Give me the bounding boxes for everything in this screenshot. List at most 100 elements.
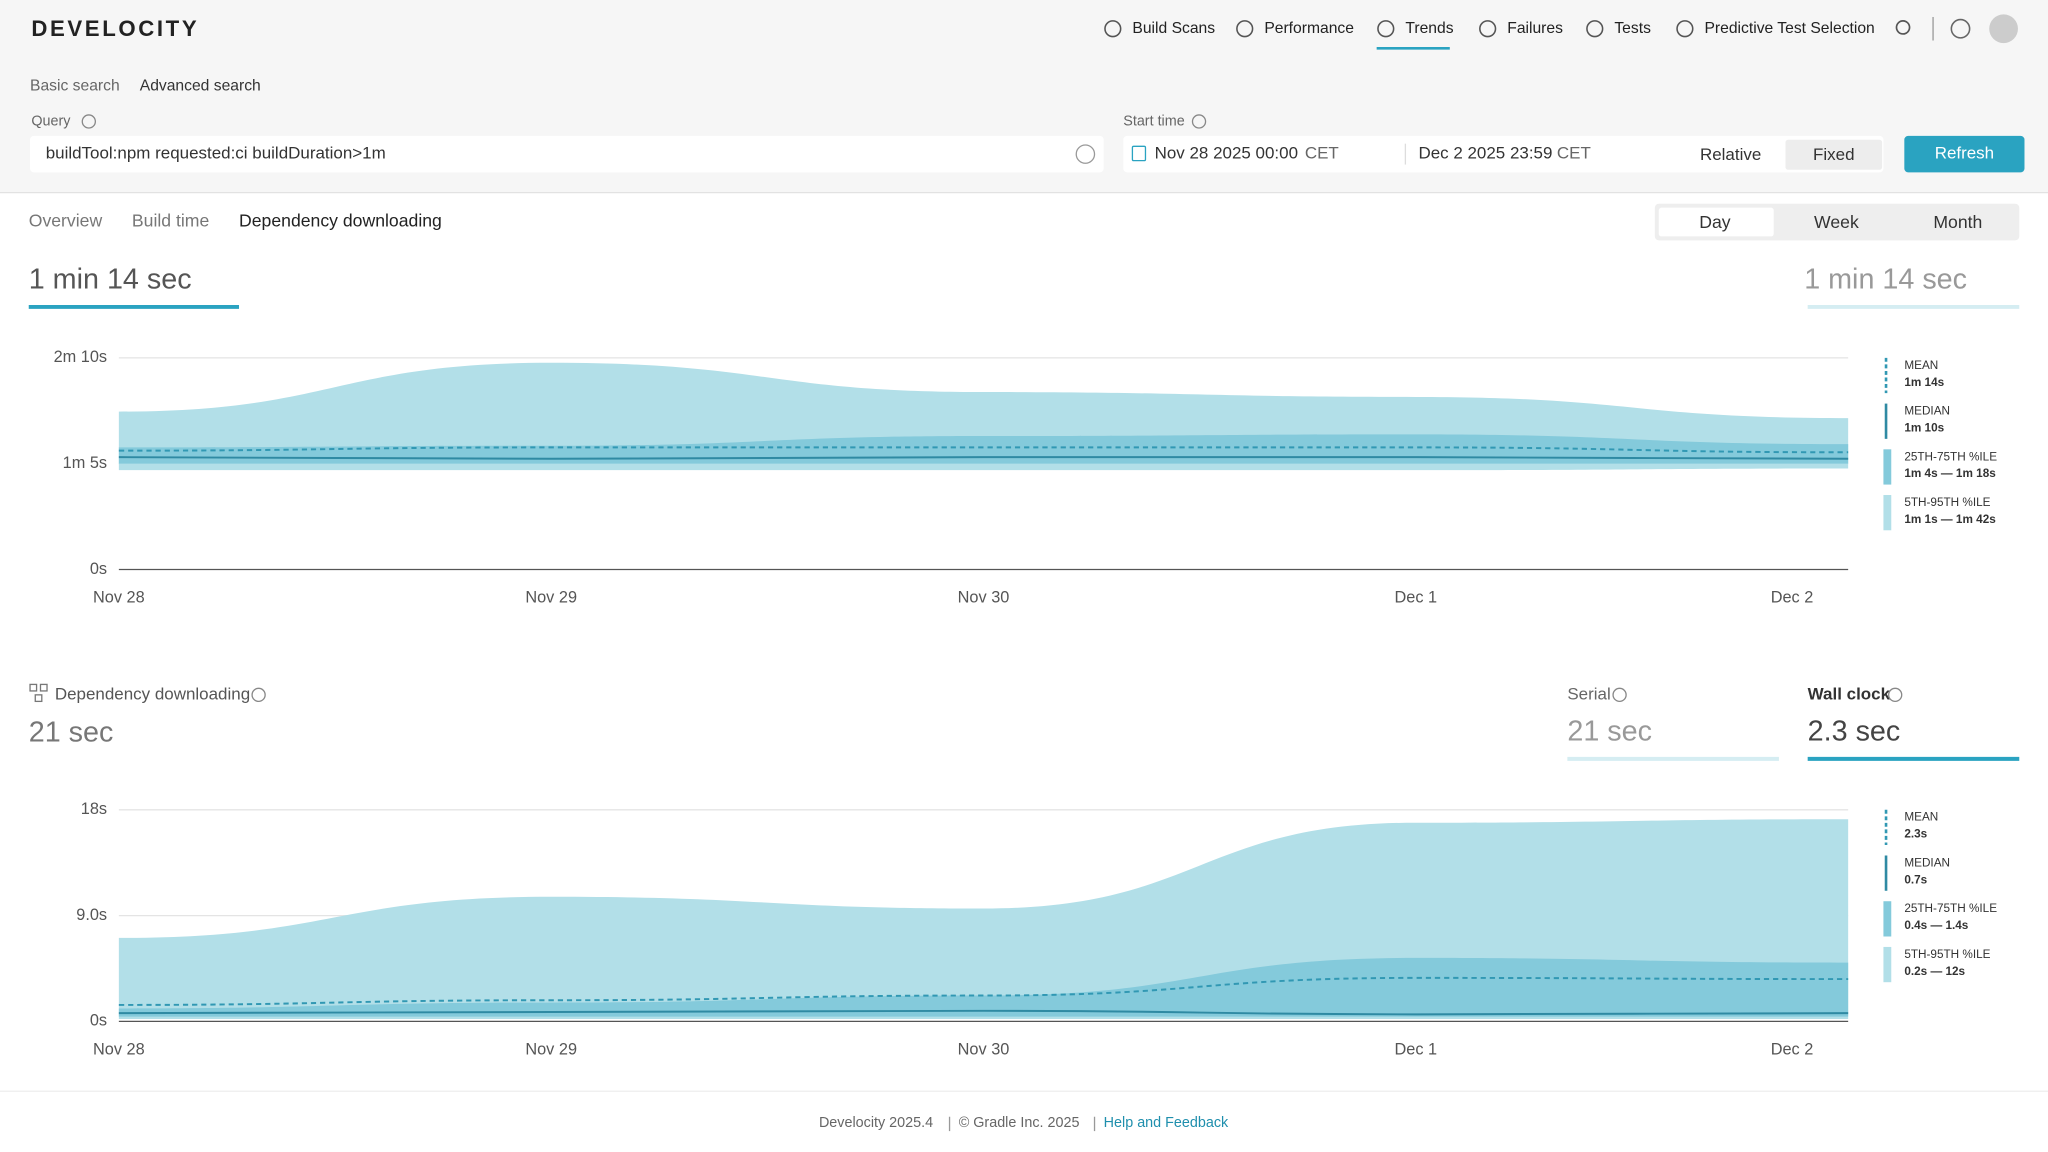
logo: DEVELOCITY	[31, 16, 199, 41]
start-tz: CET	[1305, 144, 1339, 163]
help-icon[interactable]	[1888, 687, 1903, 703]
start-date[interactable]: Nov 28 2025 00:00	[1155, 144, 1298, 163]
dependency-icon	[39, 683, 48, 692]
x-tick-label: Nov 29	[525, 1040, 577, 1058]
legend-name: 5TH-95TH %ILE	[1904, 948, 1990, 961]
y-tick-label: 9.0s	[76, 906, 107, 924]
legend-value: 0.2s — 12s	[1904, 965, 1965, 978]
x-tick-label: Nov 29	[525, 589, 577, 607]
legend-value: 1m 10s	[1904, 422, 1944, 435]
tab[interactable]: Overview	[29, 211, 103, 231]
period-selected	[1658, 207, 1774, 237]
serial-value[interactable]: 21 sec	[1567, 715, 1652, 747]
clear-icon[interactable]	[1075, 144, 1096, 164]
nav-icon[interactable]	[1104, 20, 1122, 38]
y-tick-label: 18s	[81, 800, 107, 818]
tab[interactable]: Dependency downloading	[239, 211, 442, 231]
nav-icon[interactable]	[1377, 20, 1395, 38]
help-icon[interactable]	[1612, 687, 1627, 703]
y-tick-label: 0s	[90, 560, 107, 578]
legend-value: 1m 14s	[1904, 376, 1944, 389]
help-icon[interactable]	[81, 114, 96, 129]
legend-name: 25TH-75TH %ILE	[1904, 902, 1997, 915]
legend-name: 25TH-75TH %ILE	[1904, 450, 1997, 463]
search-icon[interactable]	[1895, 20, 1911, 35]
end-tz: CET	[1557, 144, 1591, 163]
y-tick-label: 2m 10s	[54, 348, 108, 366]
legend-value: 1m 1s — 1m 42s	[1904, 513, 1996, 526]
legend-value: 0.7s	[1904, 873, 1927, 886]
period-option[interactable]: Day	[1699, 212, 1731, 232]
nav-item[interactable]: Tests	[1614, 20, 1651, 37]
period-option[interactable]: Week	[1814, 212, 1859, 232]
x-tick-label: Nov 28	[93, 589, 145, 607]
nav-icon[interactable]	[1479, 20, 1497, 38]
footer-help[interactable]: Help and Feedback	[1104, 1115, 1229, 1131]
y-tick-label: 0s	[90, 1012, 107, 1030]
wall-clock-value[interactable]: 2.3 sec	[1808, 715, 1901, 747]
legend-swatch	[1883, 449, 1892, 485]
start-time-label: Start time	[1123, 113, 1184, 129]
query-input[interactable]	[30, 135, 1104, 173]
footer-copyright: © Gradle Inc. 2025	[959, 1115, 1080, 1131]
dependency-value: 21 sec	[29, 717, 114, 749]
nav-icon[interactable]	[1586, 20, 1604, 38]
help-icon[interactable]	[1191, 114, 1207, 129]
x-tick-label: Dec 1	[1395, 589, 1438, 607]
legend-name: MEAN	[1904, 811, 1938, 824]
nav-item[interactable]: Build Scans	[1132, 20, 1215, 37]
mean-line	[118, 446, 1849, 454]
fixed-toggle-bg[interactable]	[1785, 139, 1883, 170]
footer-version: Develocity 2025.4	[819, 1115, 933, 1131]
legend-value: 2.3s	[1904, 828, 1927, 841]
relative-toggle[interactable]: Relative	[1700, 145, 1761, 164]
end-date[interactable]: Dec 2 2025 23:59	[1418, 144, 1552, 163]
query-text: buildTool:npm requested:ci buildDuration…	[46, 144, 386, 163]
wall-clock-label[interactable]: Wall clock	[1808, 684, 1891, 703]
refresh-label[interactable]: Refresh	[1935, 144, 1994, 163]
nav-item[interactable]: Predictive Test Selection	[1704, 20, 1874, 37]
legend-name: 5TH-95TH %ILE	[1904, 496, 1990, 509]
x-tick-label: Dec 2	[1771, 1040, 1814, 1058]
legend-value: 0.4s — 1.4s	[1904, 919, 1968, 932]
calendar-icon	[1131, 145, 1147, 162]
dependency-icon	[34, 694, 43, 703]
nav-item[interactable]: Failures	[1507, 20, 1563, 37]
dependency-icon	[29, 683, 38, 692]
basic-search-tab[interactable]: Basic search	[30, 77, 120, 94]
refresh-button[interactable]	[1904, 135, 2025, 173]
date-range[interactable]	[1123, 135, 1884, 173]
fixed-toggle[interactable]: Fixed	[1813, 145, 1855, 164]
help-icon[interactable]	[1950, 18, 1971, 39]
legend-name: MEDIAN	[1904, 856, 1950, 869]
legend-swatch	[1883, 946, 1892, 983]
x-tick-label: Dec 2	[1771, 589, 1814, 607]
period-option[interactable]: Month	[1933, 212, 1982, 232]
build-time-value: 1 min 14 sec	[29, 263, 192, 295]
nav-icon[interactable]	[1676, 20, 1694, 38]
serial-label[interactable]: Serial	[1567, 684, 1610, 703]
legend-swatch	[1883, 495, 1892, 531]
x-tick-label: Nov 28	[93, 1040, 145, 1058]
avatar[interactable]	[1989, 14, 2018, 44]
median-line	[118, 1009, 1849, 1016]
section-title: Dependency downloading	[55, 684, 250, 703]
advanced-search-tab[interactable]: Advanced search	[140, 77, 261, 94]
nav-item[interactable]: Performance	[1264, 20, 1354, 37]
nav-icon[interactable]	[1236, 20, 1254, 38]
legend-value: 1m 4s — 1m 18s	[1904, 467, 1996, 480]
nav-item[interactable]: Trends	[1405, 20, 1453, 37]
tab[interactable]: Build time	[132, 211, 210, 231]
y-tick-label: 1m 5s	[63, 454, 107, 472]
legend-name: MEDIAN	[1904, 405, 1950, 418]
median-line	[118, 456, 1849, 460]
mean-line	[118, 976, 1849, 1006]
x-tick-label: Nov 30	[958, 1040, 1010, 1058]
legend-swatch	[1883, 901, 1892, 937]
help-icon[interactable]	[251, 687, 266, 703]
build-time-compare: 1 min 14 sec	[1804, 263, 1967, 295]
percentile-band	[118, 957, 1849, 1017]
query-label: Query	[31, 113, 71, 129]
x-tick-label: Dec 1	[1395, 1040, 1438, 1058]
